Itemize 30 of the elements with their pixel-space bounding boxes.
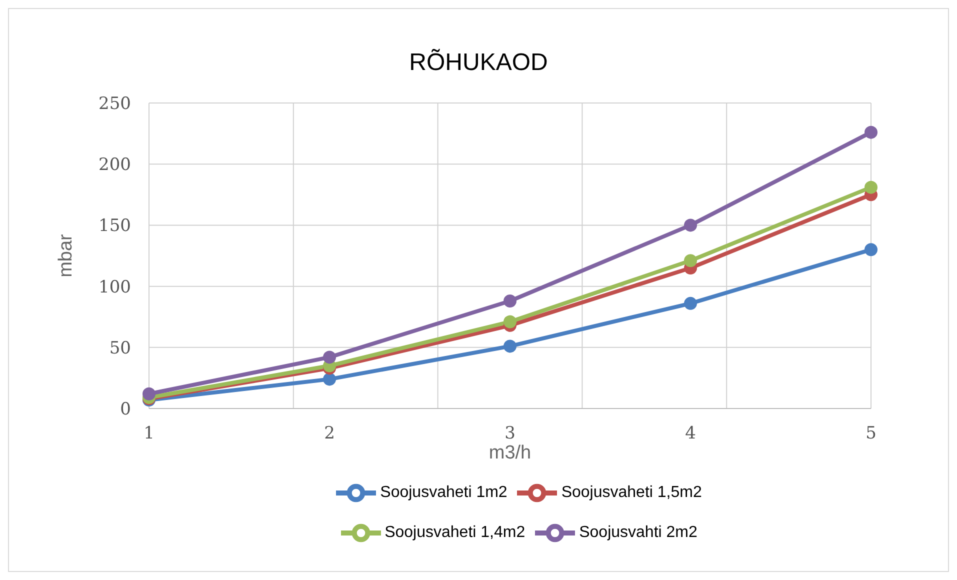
x-tick-label: 1 [144, 424, 154, 444]
point [684, 254, 697, 268]
y-tick-label: 250 [98, 94, 131, 114]
point [864, 126, 878, 139]
y-tick-label: 50 [109, 338, 131, 358]
legend-label: Soojusvahti 2m2 [579, 524, 698, 541]
y-tick-label: 100 [98, 277, 131, 298]
y-tick-label: 200 [98, 155, 131, 176]
point [323, 372, 336, 386]
legend-label: Soojusvaheti 1m2 [380, 484, 508, 501]
legend-label: Soojusvaheti 1,5m2 [561, 484, 702, 501]
point [684, 218, 697, 232]
x-tick-label: 5 [866, 424, 876, 444]
y-axis-title: mbar [56, 233, 77, 278]
y-tick-label: 150 [98, 216, 131, 236]
x-tick-label: 4 [685, 424, 696, 444]
x-tick-label: 2 [324, 424, 335, 444]
point [504, 340, 516, 353]
point [142, 387, 156, 400]
point [864, 243, 878, 256]
y-tick-label: 0 [120, 400, 131, 420]
chart-title: RÕHUKAOD [408, 49, 549, 78]
x-tick-label: 3 [504, 424, 516, 444]
point [504, 294, 516, 308]
legend-label: Soojusvaheti 1,4m2 [384, 524, 526, 541]
point [323, 350, 336, 364]
x-axis-title: m3/h [488, 442, 532, 464]
point [504, 315, 516, 328]
point [684, 296, 697, 310]
point [864, 180, 878, 194]
